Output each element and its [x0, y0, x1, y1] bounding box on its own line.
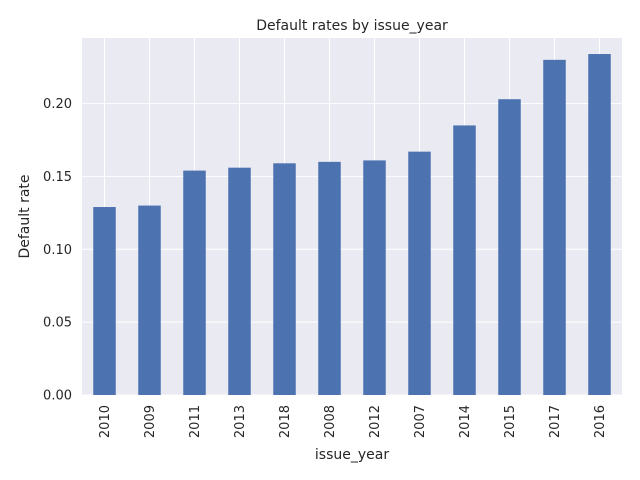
- bar-2008: [318, 161, 341, 395]
- x-tick-label: 2017: [548, 405, 563, 438]
- x-tick-label: 2018: [278, 405, 293, 438]
- bar-2009: [138, 205, 161, 395]
- bar-2016: [588, 54, 611, 396]
- x-tick-label: 2013: [233, 405, 248, 438]
- bar-2012: [363, 160, 386, 395]
- x-tick-label: 2010: [98, 405, 113, 438]
- bar-2007: [408, 151, 431, 395]
- y-axis-title: Default rate: [17, 174, 33, 258]
- x-tick-label: 2009: [143, 405, 158, 438]
- bar-2013: [228, 167, 251, 395]
- bars: [93, 54, 611, 396]
- x-tick-label: 2011: [188, 405, 203, 438]
- bar-2010: [93, 207, 116, 395]
- x-axis-title: issue_year: [315, 447, 389, 463]
- x-tick-label: 2008: [323, 405, 338, 438]
- x-tick-label: 2014: [458, 405, 473, 438]
- y-tick-label: 0.15: [43, 170, 72, 185]
- x-tick-label: 2007: [413, 405, 428, 438]
- y-tick-label: 0.05: [43, 316, 72, 331]
- bar-2015: [498, 99, 521, 395]
- bar-2017: [543, 59, 566, 395]
- y-tick-label: 0.20: [43, 97, 72, 112]
- y-tick-labels: 0.00 0.05 0.10 0.15 0.20: [43, 97, 72, 403]
- x-tick-label: 2012: [368, 405, 383, 438]
- bar-2018: [273, 163, 296, 395]
- bar-2011: [183, 170, 206, 395]
- bar-2014: [453, 125, 476, 395]
- chart-title: Default rates by issue_year: [256, 18, 448, 34]
- x-tick-label: 2016: [593, 405, 608, 438]
- x-tick-label: 2015: [503, 405, 518, 438]
- y-tick-label: 0.10: [43, 243, 72, 258]
- plot-background: [82, 38, 622, 395]
- x-tick-labels: 2010 2009 2011 2013 2018 2008 2012 2007 2014 2015…: [98, 405, 608, 438]
- y-tick-label: 0.00: [43, 389, 72, 404]
